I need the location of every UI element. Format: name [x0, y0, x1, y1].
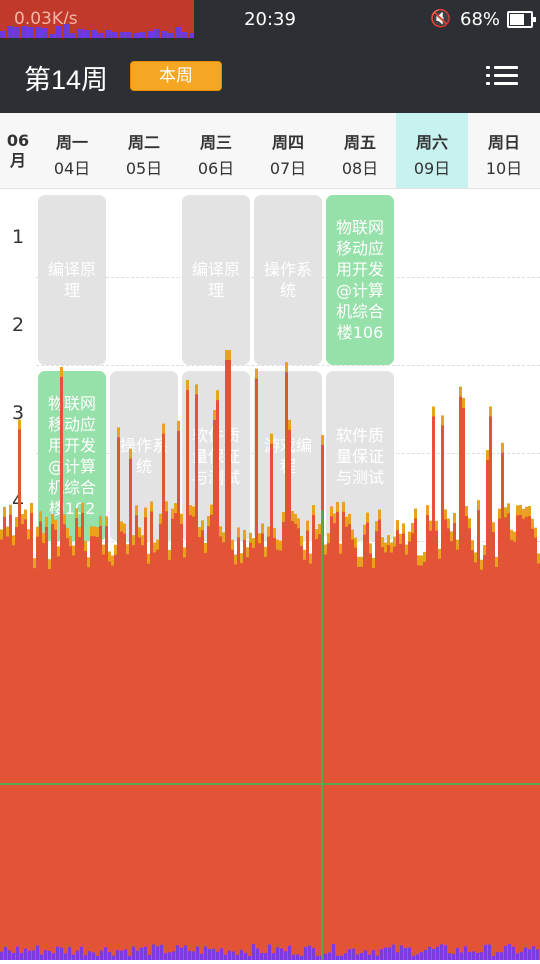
- date-label: 07日: [269, 159, 307, 178]
- date-label: 10日: [485, 159, 523, 178]
- period-number: 7: [11, 754, 25, 776]
- date-label: 09日: [413, 159, 451, 178]
- period-number: 4: [11, 490, 25, 512]
- status-bar: 0.03K/s 20:39 🔇 68%: [0, 0, 540, 38]
- net-graph-bar: [133, 32, 139, 38]
- net-graph-bar: [154, 29, 160, 38]
- net-graph-bar: [21, 25, 27, 38]
- course-card[interactable]: 操作系统: [254, 195, 322, 365]
- course-card[interactable]: 软件质量保证与测试: [182, 371, 250, 541]
- period-number: 2: [11, 314, 25, 336]
- date-label: 06日: [197, 159, 235, 178]
- net-graph-bar: [7, 25, 13, 38]
- battery-percentage: 68%: [460, 9, 501, 30]
- weekday-label: 周日: [487, 133, 520, 152]
- app-bar: 第14周 本周: [0, 38, 540, 113]
- clock-text: 20:39: [244, 9, 296, 30]
- day-column-sat-today[interactable]: 周六 09日: [396, 113, 468, 188]
- period-number: 8: [11, 842, 25, 864]
- net-graph-bar: [49, 33, 55, 38]
- course-card[interactable]: 软件质量保证与测试: [326, 371, 394, 541]
- battery-icon: [507, 11, 536, 28]
- net-graph-bar: [42, 28, 48, 38]
- net-graph-bar: [98, 32, 104, 38]
- course-card[interactable]: 物联网移动应用开发@计算机综合楼106: [326, 195, 394, 365]
- net-graph-bar: [0, 31, 6, 38]
- weekday-label: 周四: [271, 133, 304, 152]
- period-number: 6: [11, 666, 25, 688]
- date-label: 08日: [341, 159, 379, 178]
- net-graph-bar: [182, 32, 188, 38]
- course-card[interactable]: 游戏编程: [254, 371, 322, 541]
- date-label: 04日: [53, 159, 91, 178]
- net-graph-bar: [63, 24, 69, 38]
- network-graph: 0.03K/s: [0, 0, 194, 38]
- net-graph-bar: [140, 32, 146, 38]
- timetable-grid: 1 2 3 4 5 6 7 8 9 编译原理 编译原理 操作系统 物联网移动应用…: [0, 189, 540, 960]
- net-graph-bar: [161, 30, 167, 38]
- net-graph-bar: [168, 32, 174, 38]
- net-graph-bar: [84, 29, 90, 38]
- net-graph-bar: [119, 31, 125, 38]
- course-card[interactable]: 编译原理: [182, 195, 250, 365]
- grid-line: [36, 365, 540, 366]
- period-number: 1: [11, 226, 25, 248]
- net-graph-bar: [105, 30, 111, 38]
- weekday-label: 周二: [127, 133, 160, 152]
- course-card[interactable]: 操作系统: [110, 371, 178, 541]
- net-graph-bar: [56, 26, 62, 38]
- day-column-mon[interactable]: 周一 04日: [36, 113, 108, 188]
- net-graph-bar: [112, 31, 118, 38]
- day-column-tue[interactable]: 周二 05日: [108, 113, 180, 188]
- weekday-label: 周三: [199, 133, 232, 152]
- weekday-label: 周一: [55, 133, 88, 152]
- net-graph-bar: [189, 33, 194, 38]
- weekday-label: 周六: [415, 133, 448, 152]
- day-column-wed[interactable]: 周三 06日: [180, 113, 252, 188]
- day-column-sun[interactable]: 周日 10日: [468, 113, 540, 188]
- net-graph-bar: [175, 27, 181, 38]
- date-label: 05日: [125, 159, 163, 178]
- mute-icon: 🔇: [430, 9, 452, 29]
- menu-icon[interactable]: [486, 63, 518, 89]
- day-column-thu[interactable]: 周四 07日: [252, 113, 324, 188]
- net-graph-bar: [35, 27, 41, 38]
- week-title[interactable]: 第14周: [24, 65, 109, 95]
- this-week-button[interactable]: 本周: [130, 61, 222, 91]
- day-column-fri[interactable]: 周五 08日: [324, 113, 396, 188]
- weekday-label: 周五: [343, 133, 376, 152]
- period-number: 5: [11, 578, 25, 600]
- net-graph-bar: [126, 32, 132, 38]
- period-number: 3: [11, 402, 25, 424]
- month-number: 06: [6, 131, 30, 150]
- course-card[interactable]: 编译原理: [38, 195, 106, 365]
- net-graph-bar: [91, 30, 97, 38]
- net-speed-text: 0.03K/s: [14, 9, 78, 29]
- net-graph-bar: [147, 31, 153, 38]
- period-column: 1 2 3 4 5 6 7 8 9: [0, 189, 36, 960]
- month-label: 06 月: [0, 131, 36, 171]
- net-graph-bar: [70, 32, 76, 38]
- period-number: 9: [11, 930, 25, 952]
- grid-line: [36, 541, 540, 542]
- day-header: 06 月 周一 04日 周二 05日 周三 06日 周四 07日 周五 08日 周六 09日…: [0, 113, 540, 189]
- course-card[interactable]: 物联网移动应用开发@计算机综合楼102: [38, 371, 106, 541]
- month-char: 月: [9, 151, 26, 170]
- net-graph-bar: [14, 26, 20, 38]
- net-graph-bar: [28, 26, 34, 38]
- net-graph-bar: [77, 29, 83, 38]
